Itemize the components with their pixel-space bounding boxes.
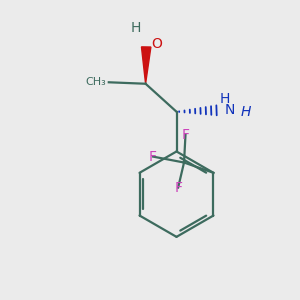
Text: F: F (174, 181, 182, 194)
Text: F: F (149, 150, 157, 164)
Text: F: F (182, 128, 190, 142)
Text: H: H (219, 92, 230, 106)
Text: O: O (152, 37, 162, 51)
Text: H: H (131, 21, 141, 35)
Text: CH₃: CH₃ (86, 77, 106, 87)
Text: N: N (225, 103, 236, 117)
Polygon shape (142, 47, 151, 84)
Text: H: H (240, 105, 251, 119)
